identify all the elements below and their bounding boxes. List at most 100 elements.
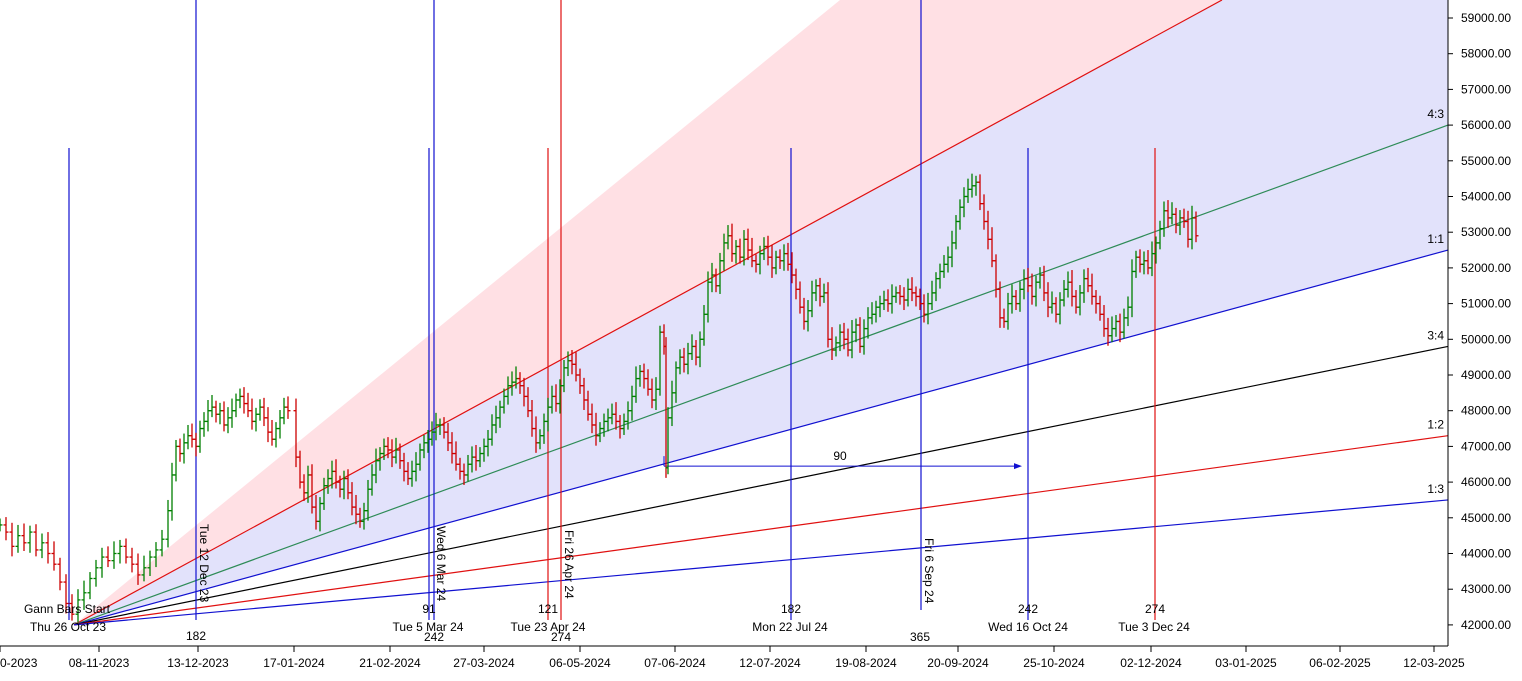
x-tick-label: 19-08-2024	[835, 656, 897, 670]
price-bar	[75, 589, 81, 623]
price-bar	[249, 398, 255, 430]
price-bar	[241, 387, 247, 414]
measure-label: 90	[833, 449, 847, 463]
y-tick-label: 51000.00	[1461, 297, 1511, 311]
price-bar	[27, 525, 33, 553]
price-bar	[135, 553, 141, 585]
fan-line-0	[73, 124, 1449, 626]
price-bar	[261, 397, 267, 427]
price-bar	[185, 424, 191, 450]
y-tick-label: 42000.00	[1461, 618, 1511, 632]
y-tick-label: 49000.00	[1461, 368, 1511, 382]
y-tick-label: 47000.00	[1461, 439, 1511, 453]
time-label: 182	[781, 602, 801, 616]
price-bar	[99, 547, 105, 578]
price-bar	[197, 420, 203, 453]
price-bar	[147, 550, 153, 576]
y-tick-label: 48000.00	[1461, 404, 1511, 418]
x-tick-label: 17-01-2024	[263, 656, 325, 670]
time-label: Gann Bars Start	[24, 602, 111, 616]
time-label: 365	[910, 630, 930, 644]
price-bar	[181, 433, 187, 464]
y-tick-label: 50000.00	[1461, 332, 1511, 346]
y-tick-label: 55000.00	[1461, 154, 1511, 168]
time-label: 121	[538, 602, 558, 616]
y-tick-label: 53000.00	[1461, 225, 1511, 239]
time-label: 242	[424, 630, 444, 644]
x-tick-label: 07-06-2024	[644, 656, 706, 670]
fan-lower-fill	[74, 0, 1448, 625]
x-tick-label: 25-10-2024	[1023, 656, 1085, 670]
fan-angle-label: 3:4	[1427, 328, 1444, 342]
price-bar	[33, 524, 39, 557]
price-bar	[177, 438, 183, 462]
fan-line-3	[73, 435, 1449, 626]
y-tick-label: 46000.00	[1461, 475, 1511, 489]
price-bar	[209, 394, 215, 418]
price-bar	[257, 399, 263, 421]
y-tick-label: 57000.00	[1461, 82, 1511, 96]
price-bar	[245, 392, 251, 418]
x-tick-label: 13-12-2023	[167, 656, 229, 670]
y-tick-label: 52000.00	[1461, 261, 1511, 275]
vertical-date-label: Fri 6 Sep 24	[922, 538, 936, 604]
price-bar	[285, 396, 291, 419]
price-bar	[269, 419, 275, 446]
time-label: 242	[1018, 602, 1038, 616]
price-bar	[217, 402, 223, 425]
time-label: 91	[422, 602, 436, 616]
fan-line-1	[73, 249, 1449, 626]
y-tick-label: 58000.00	[1461, 47, 1511, 61]
time-label: Tue 23 Apr 24	[511, 620, 586, 634]
x-tick-label: 06-02-2025	[1309, 656, 1371, 670]
price-bar	[129, 547, 135, 573]
price-bar	[153, 542, 159, 568]
price-bar	[277, 409, 283, 439]
fan-angle-label: 1:1	[1427, 232, 1444, 246]
y-tick-label: 56000.00	[1461, 118, 1511, 132]
fan-line-2	[73, 345, 1449, 626]
price-bar	[87, 572, 93, 600]
price-bar	[233, 393, 239, 418]
time-label: 182	[186, 629, 206, 643]
price-bar	[213, 400, 219, 423]
x-tick-label: 03-01-2025	[1215, 656, 1277, 670]
y-tick-label: 54000.00	[1461, 190, 1511, 204]
time-label: Tue 3 Dec 24	[1118, 620, 1190, 634]
x-tick-label: 12-03-2025	[1403, 656, 1465, 670]
price-bar	[281, 397, 287, 425]
price-bar	[51, 541, 57, 571]
vertical-date-label: Fri 26 Apr 24	[562, 530, 576, 599]
price-bar	[45, 532, 51, 564]
time-label: Wed 16 Oct 24	[988, 620, 1068, 634]
price-bar	[265, 407, 271, 443]
fan-angle-label: 4:3	[1427, 107, 1444, 121]
price-bar	[69, 594, 75, 621]
price-bar	[117, 539, 123, 564]
price-bar	[15, 524, 21, 553]
price-bar	[57, 557, 63, 591]
price-bar	[273, 422, 279, 448]
vertical-date-label: Wed 6 Mar 24	[434, 526, 448, 601]
x-tick-label: 12-07-2024	[739, 656, 801, 670]
price-bar	[39, 533, 45, 559]
price-bar	[165, 499, 171, 548]
price-bar	[93, 559, 99, 587]
fan-line-2-1	[73, 0, 1223, 626]
price-bar	[253, 407, 259, 432]
price-bar	[205, 399, 211, 432]
fan-angle-label: 1:2	[1427, 418, 1444, 432]
price-bar	[1193, 211, 1199, 243]
price-bar	[237, 388, 243, 409]
price-bar	[189, 423, 195, 448]
price-bar	[141, 555, 147, 582]
x-tick-label: 21-02-2024	[359, 656, 421, 670]
x-tick-label: 0-2023	[0, 656, 38, 670]
price-bar	[111, 541, 117, 569]
x-tick-label: 27-03-2024	[453, 656, 515, 670]
y-tick-label: 59000.00	[1461, 11, 1511, 25]
y-tick-label: 45000.00	[1461, 511, 1511, 525]
y-tick-label: 43000.00	[1461, 582, 1511, 596]
